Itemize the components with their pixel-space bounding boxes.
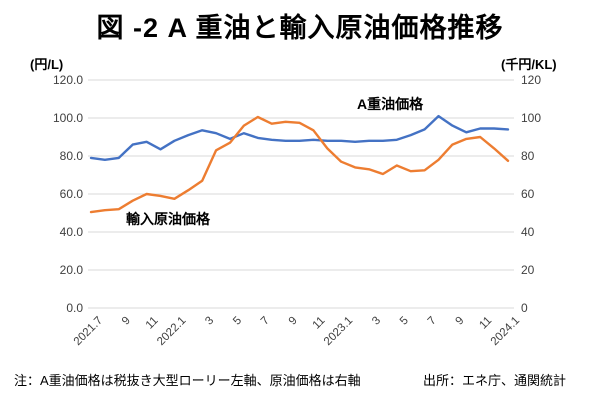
x-tick-label: 11 [144,315,161,332]
x-tick-label: 7 [259,315,272,328]
x-tick-label: 7 [426,315,439,328]
y-tick-label-right: 60 [521,187,535,201]
x-tick-label: 9 [454,315,467,328]
series-label-heavy-oil: A重油価格 [357,96,424,112]
x-tick-label: 9 [120,315,133,328]
chart-title: 図 -2 A 重油と輸入原油価格推移 [96,13,504,43]
right-axis-unit: (千円/KL) [501,57,557,72]
x-tick-label: 9 [287,315,300,328]
y-tick-label-right: 20 [521,263,535,277]
x-tick-label: 2024.1 [489,315,522,348]
y-tick-label-left: 60.0 [60,187,84,201]
y-tick-label-right: 80 [521,149,535,163]
y-tick-label-left: 20.0 [60,263,84,277]
x-tick-label: 5 [398,315,411,328]
y-tick-label-right: 0 [521,301,528,315]
series-line-imported-crude [89,115,510,214]
y-tick-label-left: 40.0 [60,225,84,239]
x-tick-label: 2021.7 [72,315,105,348]
x-tick-label: 3 [370,315,383,328]
x-tick-label: 3 [203,315,216,328]
x-tick-label: 11 [311,315,328,332]
x-tick-label: 2022.1 [155,315,188,348]
y-tick-label-left: 80.0 [60,149,84,163]
source-note: 出所：エネ庁、通関統計 [423,373,567,388]
y-tick-label-left: 120.0 [53,73,83,87]
series-line-heavy-oil [89,114,510,162]
y-tick-label-left: 100.0 [53,111,83,125]
y-tick-label-right: 40 [521,225,535,239]
x-tick-label: 5 [231,315,244,328]
y-tick-label-right: 100 [521,111,541,125]
y-tick-label-left: 0.0 [66,301,83,315]
x-tick-label: 2023.1 [322,315,355,348]
footnote: 注：A重油価格は税抜き大型ローリー左軸、原油価格は右軸 [14,373,361,388]
y-tick-label-right: 120 [521,73,541,87]
left-axis-unit: (円/L) [30,57,64,72]
series-label-imported-crude: 輸入原油価格 [126,211,210,227]
x-tick-label: 11 [477,315,494,332]
